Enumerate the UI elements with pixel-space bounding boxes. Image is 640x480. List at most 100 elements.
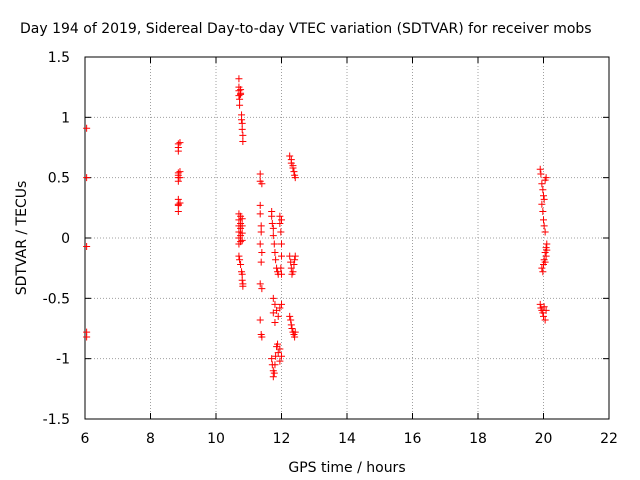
- data-point: [271, 248, 279, 256]
- data-point: [276, 212, 284, 220]
- data-point: [289, 268, 297, 276]
- data-point: [274, 349, 282, 357]
- data-point: [291, 256, 299, 264]
- data-point: [278, 216, 285, 224]
- data-point: [278, 240, 285, 248]
- data-point: [239, 282, 247, 290]
- data-point: [174, 147, 182, 155]
- data-point: [257, 258, 265, 266]
- data-point: [277, 264, 285, 272]
- data-point: [543, 246, 551, 254]
- data-point: [539, 186, 547, 194]
- data-point: [258, 285, 266, 293]
- data-point: [272, 256, 280, 264]
- data-point: [540, 192, 547, 200]
- data-point: [256, 170, 264, 178]
- data-point: [539, 268, 547, 276]
- data-point: [238, 276, 246, 284]
- data-point: [238, 270, 246, 278]
- data-point: [288, 325, 296, 332]
- data-point: [540, 216, 547, 224]
- data-point: [278, 252, 285, 260]
- data-point: [542, 306, 550, 314]
- data-point: [272, 352, 280, 360]
- data-point: [287, 321, 295, 329]
- data-point: [236, 101, 244, 109]
- data-point: [290, 261, 298, 269]
- data-point: [238, 116, 246, 124]
- x-tick-label: 16: [404, 431, 422, 447]
- data-point: [256, 210, 264, 218]
- y-tick-label: 0.5: [48, 171, 70, 187]
- data-point: [83, 174, 91, 182]
- data-point: [176, 174, 184, 182]
- data-point: [540, 222, 548, 230]
- data-point: [258, 180, 266, 188]
- data-point: [235, 75, 243, 83]
- data-point: [256, 201, 264, 209]
- data-point: [83, 242, 91, 250]
- data-point: [268, 355, 276, 363]
- axis-ticks: [84, 56, 610, 420]
- data-point: [269, 373, 277, 381]
- x-tick-label: 8: [146, 431, 155, 447]
- data-point: [258, 333, 266, 341]
- data-point: [278, 352, 285, 360]
- data-point: [291, 333, 299, 341]
- data-point: [271, 318, 279, 326]
- data-point: [239, 131, 247, 139]
- data-point: [235, 228, 243, 236]
- data-point: [278, 270, 285, 278]
- data-point: [276, 304, 284, 312]
- data-point: [538, 264, 546, 272]
- data-point: [274, 340, 282, 348]
- data-point: [269, 294, 277, 302]
- data-point: [278, 300, 285, 308]
- x-tick-label: 14: [338, 431, 356, 447]
- data-point: [536, 165, 544, 173]
- x-tick-label: 12: [273, 431, 291, 447]
- data-point: [541, 258, 549, 266]
- data-point: [174, 207, 182, 215]
- data-point: [238, 236, 246, 244]
- data-point: [538, 180, 546, 188]
- y-tick-labels: 1.5 1 0.5 0 -0.5 -1 -1.5: [43, 50, 70, 428]
- data-point: [83, 333, 91, 341]
- x-tick-label: 20: [535, 431, 553, 447]
- y-tick-label: -1: [56, 352, 70, 368]
- data-point: [83, 124, 91, 132]
- data-point: [257, 228, 265, 236]
- data-points: [83, 75, 551, 381]
- data-point: [236, 256, 244, 264]
- data-point: [270, 240, 278, 248]
- data-point: [269, 309, 277, 317]
- y-tick-label: 1: [61, 110, 70, 126]
- data-point: [291, 252, 299, 260]
- data-point: [286, 152, 294, 160]
- data-point: [235, 216, 243, 224]
- y-tick-label: 0: [61, 231, 70, 247]
- x-tick-label: 18: [469, 431, 487, 447]
- data-point: [256, 240, 264, 248]
- data-point: [174, 177, 182, 185]
- x-axis-label: GPS time / hours: [288, 460, 405, 476]
- data-point: [537, 170, 545, 178]
- data-point: [237, 90, 245, 98]
- y-tick-label: -0.5: [43, 291, 70, 307]
- data-point: [176, 139, 184, 147]
- y-tick-label: -1.5: [43, 412, 70, 428]
- data-point: [291, 174, 299, 182]
- data-point: [536, 300, 544, 308]
- data-point: [542, 252, 550, 260]
- data-point: [238, 222, 246, 230]
- data-point: [236, 95, 244, 103]
- data-point: [238, 215, 246, 223]
- data-point: [268, 220, 276, 228]
- data-point: [276, 220, 284, 228]
- data-point: [539, 207, 547, 215]
- data-point: [239, 137, 247, 145]
- x-tick-label: 10: [207, 431, 225, 447]
- data-point: [274, 312, 282, 320]
- data-point: [290, 168, 298, 176]
